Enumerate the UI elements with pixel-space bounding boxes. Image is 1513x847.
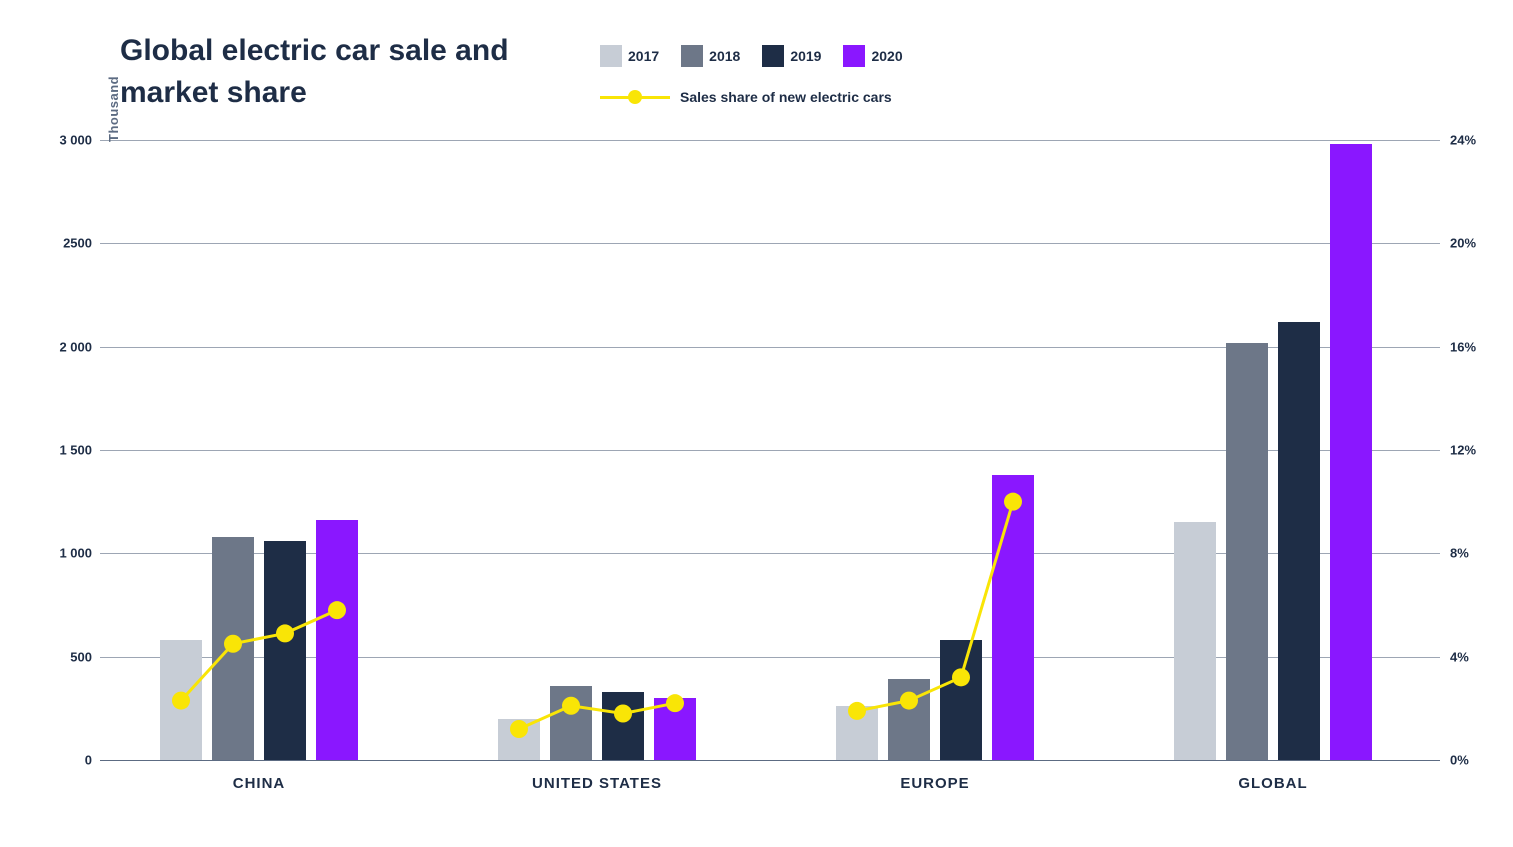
share-marker <box>172 692 190 710</box>
legend-item-2020: 2020 <box>843 45 902 67</box>
legend-label-2018: 2018 <box>709 48 740 64</box>
y-right-tick: 4% <box>1450 649 1490 664</box>
y-left-tick: 1 500 <box>32 443 92 458</box>
share-marker <box>848 702 866 720</box>
y-left-tick: 0 <box>32 753 92 768</box>
legend-line-label: Sales share of new electric cars <box>680 89 892 105</box>
grid-line <box>100 760 1440 761</box>
share-marker <box>224 635 242 653</box>
legend-label-2020: 2020 <box>871 48 902 64</box>
share-marker <box>328 601 346 619</box>
legend-item-2017: 2017 <box>600 45 659 67</box>
y-left-tick: 2500 <box>32 236 92 251</box>
y-left-tick: 2 000 <box>32 339 92 354</box>
share-marker <box>562 697 580 715</box>
legend-label-2019: 2019 <box>790 48 821 64</box>
share-marker <box>666 694 684 712</box>
share-marker <box>510 720 528 738</box>
share-marker <box>952 668 970 686</box>
legend-line: Sales share of new electric cars <box>600 88 892 106</box>
y-right-tick: 0% <box>1450 753 1490 768</box>
x-category-label: UNITED STATES <box>532 775 662 792</box>
y-right-tick: 8% <box>1450 546 1490 561</box>
share-line <box>519 703 675 729</box>
chart-title: Global electric car sale and market shar… <box>120 30 560 114</box>
x-category-label: EUROPE <box>900 775 969 792</box>
share-line <box>181 610 337 700</box>
share-marker <box>614 705 632 723</box>
y-left-axis-label: Thousand <box>106 76 121 142</box>
legend-years: 2017 2018 2019 2020 <box>600 45 903 67</box>
legend-line-swatch <box>600 88 670 106</box>
legend-label-2017: 2017 <box>628 48 659 64</box>
x-category-label: GLOBAL <box>1238 775 1307 792</box>
chart-plot-area: Thousand 05001 0001 5002 00025003 0000%4… <box>100 140 1440 760</box>
legend-swatch-2018 <box>681 45 703 67</box>
y-right-tick: 12% <box>1450 443 1490 458</box>
legend-line-dot <box>628 90 642 104</box>
x-category-label: CHINA <box>233 775 286 792</box>
y-left-tick: 500 <box>32 649 92 664</box>
y-left-tick: 1 000 <box>32 546 92 561</box>
line-overlay <box>100 140 1440 760</box>
legend-swatch-2019 <box>762 45 784 67</box>
share-marker <box>900 692 918 710</box>
y-right-tick: 16% <box>1450 339 1490 354</box>
y-right-tick: 20% <box>1450 236 1490 251</box>
legend-item-2018: 2018 <box>681 45 740 67</box>
legend-swatch-2017 <box>600 45 622 67</box>
legend-swatch-2020 <box>843 45 865 67</box>
share-marker <box>1004 493 1022 511</box>
y-right-tick: 24% <box>1450 133 1490 148</box>
legend-item-2019: 2019 <box>762 45 821 67</box>
share-line <box>857 502 1013 711</box>
share-marker <box>276 624 294 642</box>
y-left-tick: 3 000 <box>32 133 92 148</box>
